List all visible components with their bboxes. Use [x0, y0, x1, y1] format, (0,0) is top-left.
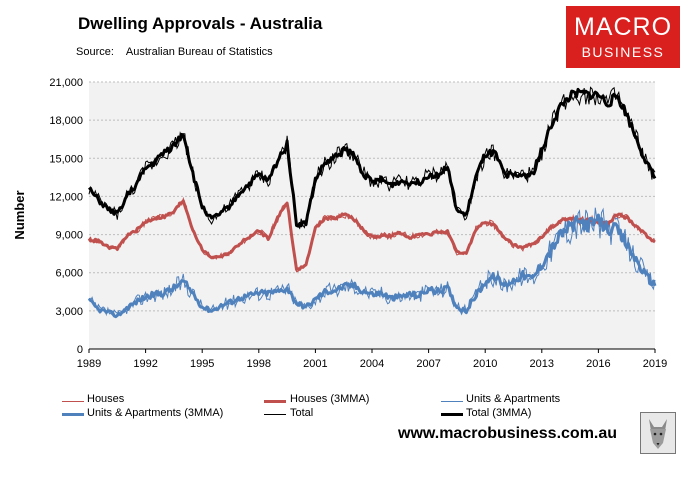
y-tick-label: 3,000 [55, 306, 83, 318]
legend-units-3mma: Units & Apartments (3MMA) [87, 407, 224, 419]
axes: 0 3,000 6,000 9,000 12,000 15,000 18,000 21,000… [49, 77, 667, 370]
legend-swatch-total-3mma [441, 413, 463, 416]
x-tick-label: 2010 [473, 358, 497, 370]
y-tick-label: 6,000 [55, 268, 83, 280]
x-tick-label: 2001 [303, 358, 327, 370]
x-tick-label: 2016 [586, 358, 610, 370]
series-group [87, 86, 657, 319]
y-tick-label: 0 [77, 344, 83, 356]
wolf-logo-icon [640, 412, 676, 454]
wolf-face-icon [650, 429, 666, 449]
x-tick-label: 1989 [77, 358, 101, 370]
plot-background [89, 82, 655, 349]
y-tick-label: 12,000 [49, 191, 83, 203]
legend-swatch-units [441, 401, 463, 402]
x-tick-label: 2007 [416, 358, 440, 370]
logo-line-1: MACRO [573, 13, 673, 41]
y-axis-label: Number [12, 190, 27, 239]
x-tick-label: 1995 [190, 358, 214, 370]
legend-houses: Houses [87, 393, 125, 405]
x-tick-label: 1998 [247, 358, 271, 370]
y-tick-label: 15,000 [49, 153, 83, 165]
logo-line-2: BUSINESS [581, 44, 665, 60]
legend-houses-3mma: Houses (3MMA) [290, 393, 370, 405]
chart-title: Dwelling Approvals - Australia [78, 14, 323, 33]
legend-swatch-houses-3mma [264, 400, 286, 403]
source-label: Source: [76, 46, 114, 58]
y-tick-label: 9,000 [55, 230, 83, 242]
x-tick-label: 2013 [530, 358, 554, 370]
units-3mma-line [87, 213, 657, 319]
x-tick-label: 1992 [133, 358, 157, 370]
x-tick-label: 2004 [360, 358, 384, 370]
website-url: www.macrobusiness.com.au [398, 425, 618, 442]
wolf-icon-drawing [649, 419, 667, 449]
legend-swatch-units-3mma [62, 413, 84, 416]
legend-swatch-total [264, 414, 286, 415]
wolf-eye-right-icon [659, 432, 663, 436]
source-line: Source: Australian Bureau of Statistics [76, 46, 273, 58]
legend-swatch-houses [62, 401, 84, 402]
y-tick-label: 18,000 [49, 115, 83, 127]
wolf-nose-icon [656, 443, 660, 446]
total-3mma-line [88, 87, 657, 228]
wolf-eye-left-icon [653, 432, 657, 436]
legend-total-3mma: Total (3MMA) [466, 407, 532, 419]
legend-total: Total [290, 407, 314, 419]
x-tick-label: 2019 [643, 358, 667, 370]
legend-units: Units & Apartments [466, 393, 561, 405]
macrobusiness-logo: MACRO BUSINESS [566, 6, 680, 68]
y-tick-label: 21,000 [49, 77, 83, 89]
wolf-ears-icon [649, 419, 667, 431]
houses-3mma-line [87, 199, 656, 271]
houses-monthly-line [88, 196, 656, 273]
source-value: Australian Bureau of Statistics [125, 46, 273, 58]
